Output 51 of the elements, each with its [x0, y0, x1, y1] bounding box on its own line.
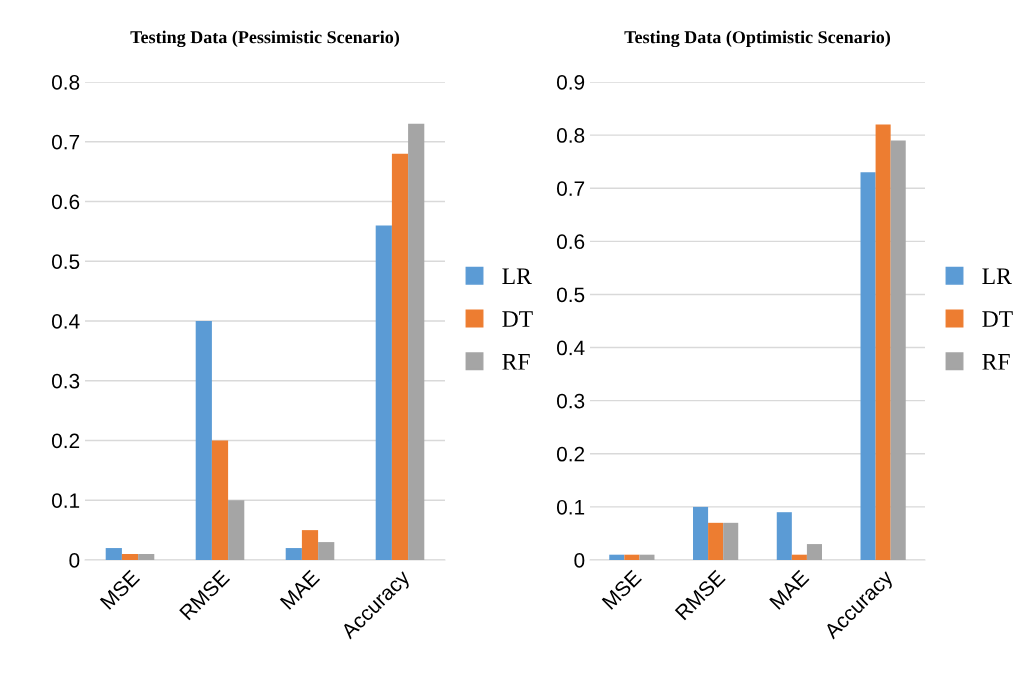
- y-tick-label: 0.5: [556, 287, 585, 303]
- bar: [723, 522, 739, 560]
- bar: [776, 512, 792, 560]
- bar: [318, 542, 335, 560]
- bar: [301, 530, 319, 560]
- y-tick-label: 0.8: [556, 128, 585, 143]
- y-tick-label: 0: [69, 553, 80, 568]
- bar: [285, 548, 302, 560]
- bar: [639, 554, 655, 560]
- bar: [195, 321, 212, 560]
- bar: [890, 140, 906, 560]
- bar: [228, 500, 245, 560]
- legend-label: DT: [982, 311, 1013, 327]
- bar: [875, 124, 891, 560]
- bar: [806, 544, 822, 560]
- bar: [408, 123, 425, 560]
- legend-label: RF: [502, 354, 530, 370]
- bar: [138, 554, 155, 560]
- bar: [791, 554, 807, 560]
- bar: [693, 506, 709, 560]
- y-tick-label: 0.2: [556, 446, 585, 462]
- chart-title: Testing Data (Pessimistic Scenario): [130, 30, 400, 48]
- legend-label: LR: [982, 268, 1012, 284]
- y-tick-label: 0.7: [556, 181, 585, 196]
- y-tick-label: 0.6: [51, 194, 80, 210]
- bar: [375, 225, 392, 560]
- bar: [860, 172, 876, 560]
- y-tick-label: 0.2: [51, 433, 80, 449]
- y-tick-label: 0.3: [556, 393, 585, 409]
- legend-label: DT: [502, 311, 533, 327]
- bar: [624, 554, 640, 560]
- bar: [609, 554, 625, 560]
- bar: [105, 548, 122, 560]
- y-tick-label: 0.4: [51, 314, 80, 329]
- bar: [391, 153, 409, 560]
- bar: [708, 522, 724, 560]
- legend-label: RF: [982, 354, 1010, 370]
- bar: [211, 440, 229, 560]
- y-tick-label: 0.3: [51, 373, 80, 389]
- y-tick-label: 0.8: [51, 75, 80, 90]
- y-tick-label: 0.6: [556, 234, 585, 250]
- y-tick-label: 0.7: [51, 134, 80, 150]
- y-tick-label: 0.1: [556, 499, 585, 515]
- y-tick-label: 0.5: [51, 254, 80, 269]
- y-tick-label: 0: [574, 553, 585, 568]
- y-tick-label: 0.4: [556, 340, 585, 356]
- legend-label: LR: [502, 268, 532, 284]
- y-tick-label: 0.9: [556, 75, 585, 90]
- y-tick-label: 0.1: [51, 493, 80, 508]
- bar: [121, 554, 139, 560]
- chart-title: Testing Data (Optimistic Scenario): [624, 30, 891, 48]
